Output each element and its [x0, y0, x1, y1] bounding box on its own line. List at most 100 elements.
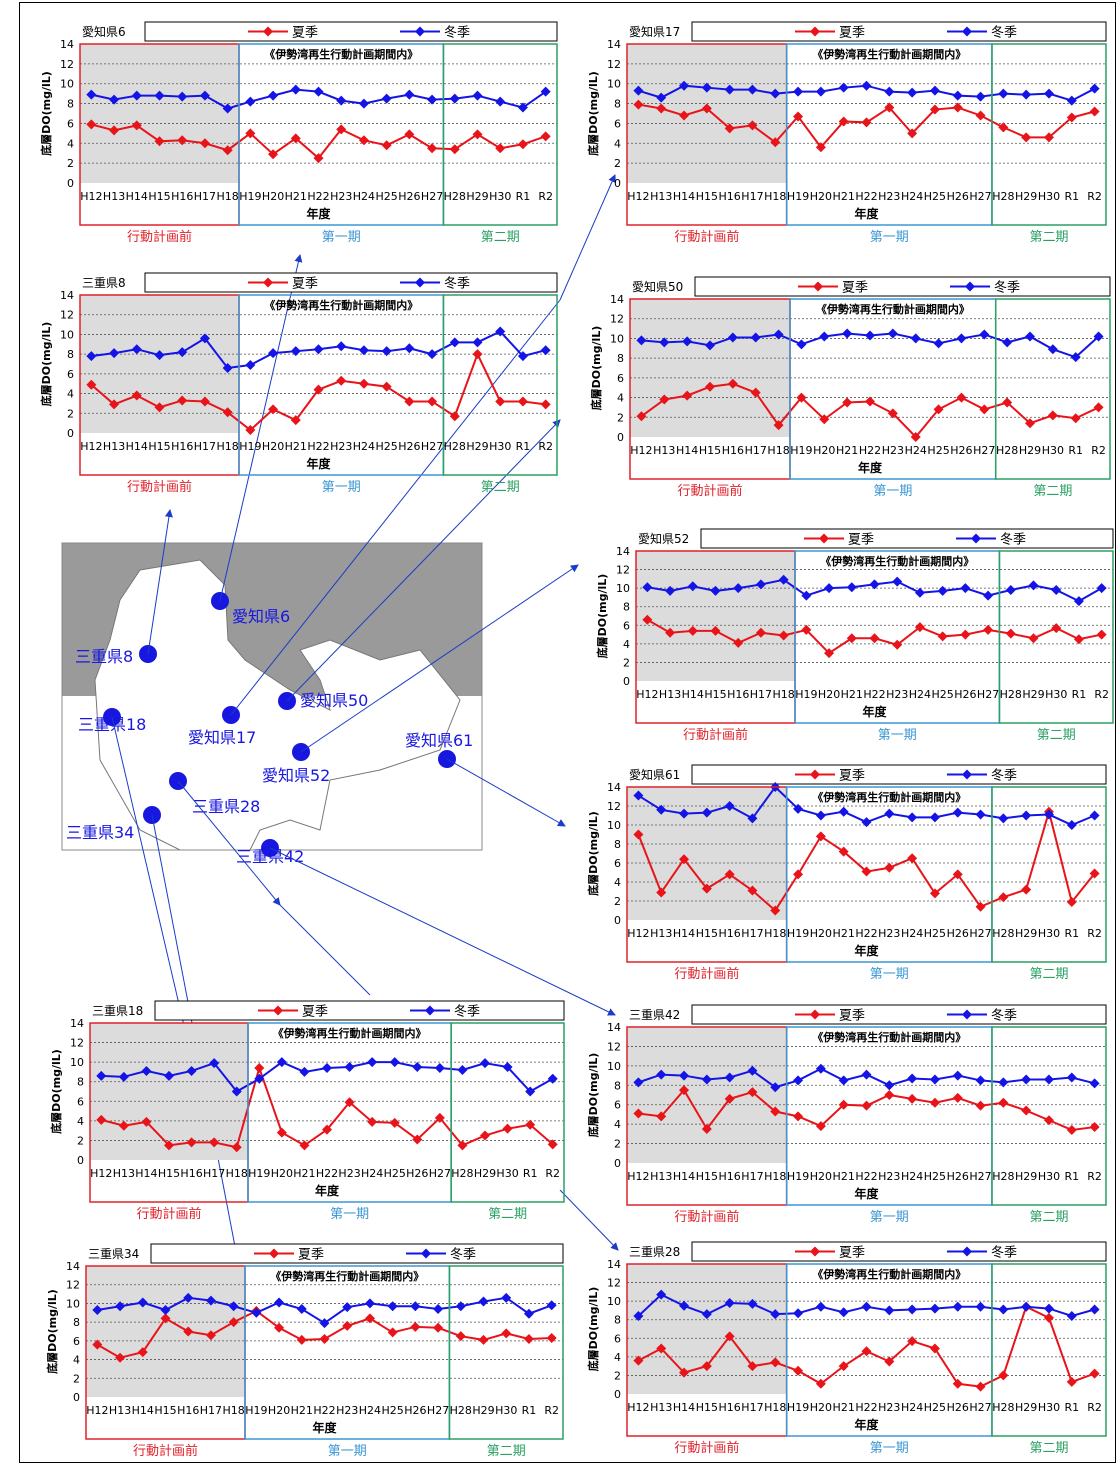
panel-title: 愛知県50 — [632, 280, 683, 294]
period-label-pre: 行動計画前 — [136, 1206, 201, 1222]
data-point — [501, 1292, 512, 1303]
data-point — [656, 1111, 667, 1122]
period-label-phase1: 第一期 — [322, 230, 361, 245]
data-point — [358, 378, 369, 389]
data-point — [979, 404, 990, 415]
y-axis-label: 底層DO(mg/lL) — [595, 574, 609, 659]
data-point — [523, 1308, 534, 1319]
data-point — [910, 432, 921, 442]
data-point — [228, 1301, 239, 1312]
x-axis-label: 年度 — [306, 456, 331, 471]
period-label-phase2: 第二期 — [488, 1207, 527, 1222]
legend-winter: 冬季 — [991, 25, 1017, 41]
y-tick-label: 8 — [614, 98, 621, 111]
x-tick-label: H12 — [630, 444, 652, 457]
x-tick-label: R1 — [1072, 688, 1087, 701]
data-point — [231, 1142, 242, 1153]
y-tick-label: 4 — [67, 137, 74, 150]
data-point — [525, 1086, 536, 1097]
legend-box — [144, 21, 558, 42]
x-tick-label: H19 — [239, 190, 261, 203]
x-tick-label: H21 — [285, 190, 307, 203]
x-tick-label: H28 — [444, 440, 466, 453]
x-tick-label: H23 — [336, 1404, 358, 1417]
data-point — [665, 585, 676, 596]
y-tick-label: 0 — [614, 1157, 621, 1170]
x-tick-label: H20 — [271, 1167, 293, 1180]
x-tick-label: H18 — [223, 1404, 245, 1417]
legend-winter: 冬季 — [444, 276, 470, 292]
data-point — [998, 1370, 1009, 1381]
data-point — [547, 1139, 558, 1150]
y-tick-label: 8 — [73, 1316, 80, 1329]
connector-line — [300, 564, 579, 753]
y-tick-label: 4 — [614, 1118, 621, 1131]
x-axis-label: 年度 — [862, 704, 887, 719]
data-point — [268, 404, 279, 415]
x-tick-label: H28 — [451, 1167, 473, 1180]
data-point — [254, 1073, 265, 1084]
data-point — [633, 1108, 644, 1119]
x-tick-label: H28 — [444, 190, 466, 203]
data-point — [336, 95, 347, 106]
y-tick-label: 0 — [73, 1391, 80, 1404]
x-tick-label: R1 — [1064, 1401, 1079, 1414]
x-tick-label: H29 — [472, 1404, 494, 1417]
data-point — [115, 1352, 126, 1363]
y-tick-label: 10 — [607, 78, 621, 91]
y-tick-label: 8 — [617, 352, 624, 365]
data-point — [478, 1334, 489, 1345]
data-point — [495, 143, 506, 154]
chart-panel-4: 0 2 4 6 8 10 12 14 底層DO(mg/lL) 《伊勢湾再生行動計画期間内》 愛知県5… — [589, 276, 1111, 499]
data-point — [861, 1069, 872, 1080]
data-point — [364, 1298, 375, 1309]
x-tick-label: H18 — [764, 927, 786, 940]
x-tick-label: H16 — [722, 444, 744, 457]
data-point — [636, 411, 647, 422]
connector-line — [219, 254, 303, 602]
x-tick-label: H20 — [813, 444, 835, 457]
data-point — [449, 144, 460, 155]
data-point — [793, 1111, 804, 1122]
x-tick-label: H26 — [947, 1170, 969, 1183]
x-axis-label: 年度 — [858, 460, 883, 475]
legend-winter: 冬季 — [991, 768, 1017, 784]
data-point — [773, 420, 784, 431]
y-tick-label: 10 — [610, 332, 624, 345]
data-point — [342, 1320, 353, 1331]
legend-marker — [263, 277, 273, 288]
x-tick-label: H23 — [886, 688, 908, 701]
data-point — [665, 627, 676, 638]
data-point — [222, 103, 233, 114]
x-tick-label: H29 — [474, 1167, 496, 1180]
data-point — [495, 96, 506, 107]
y-tick-label: 6 — [73, 1335, 80, 1348]
data-point — [296, 1334, 307, 1345]
legend-winter: 冬季 — [450, 1247, 476, 1263]
legend-winter: 冬季 — [454, 1004, 480, 1020]
data-point — [410, 1321, 421, 1332]
data-point — [1066, 1376, 1077, 1387]
x-tick-label: H19 — [790, 444, 812, 457]
legend-summer: 夏季 — [302, 1005, 328, 1020]
data-point — [1047, 344, 1058, 355]
legend-box — [700, 528, 1114, 549]
data-point — [427, 143, 438, 154]
x-tick-label: H24 — [353, 190, 375, 203]
y-axis-label: 底層DO(mg/lL) — [589, 326, 603, 411]
data-point — [679, 1300, 690, 1311]
data-point — [929, 812, 940, 823]
data-point — [793, 86, 804, 97]
data-point — [449, 337, 460, 348]
x-tick-label: H18 — [217, 440, 239, 453]
x-tick-label: H24 — [901, 1401, 923, 1414]
x-tick-label: R2 — [1087, 927, 1102, 940]
data-point — [887, 408, 898, 419]
data-point — [701, 883, 712, 894]
data-point — [367, 1057, 378, 1068]
data-point — [1066, 820, 1077, 830]
data-point — [865, 396, 875, 407]
data-point — [274, 1297, 285, 1308]
data-point — [472, 129, 483, 140]
data-point — [633, 790, 644, 801]
